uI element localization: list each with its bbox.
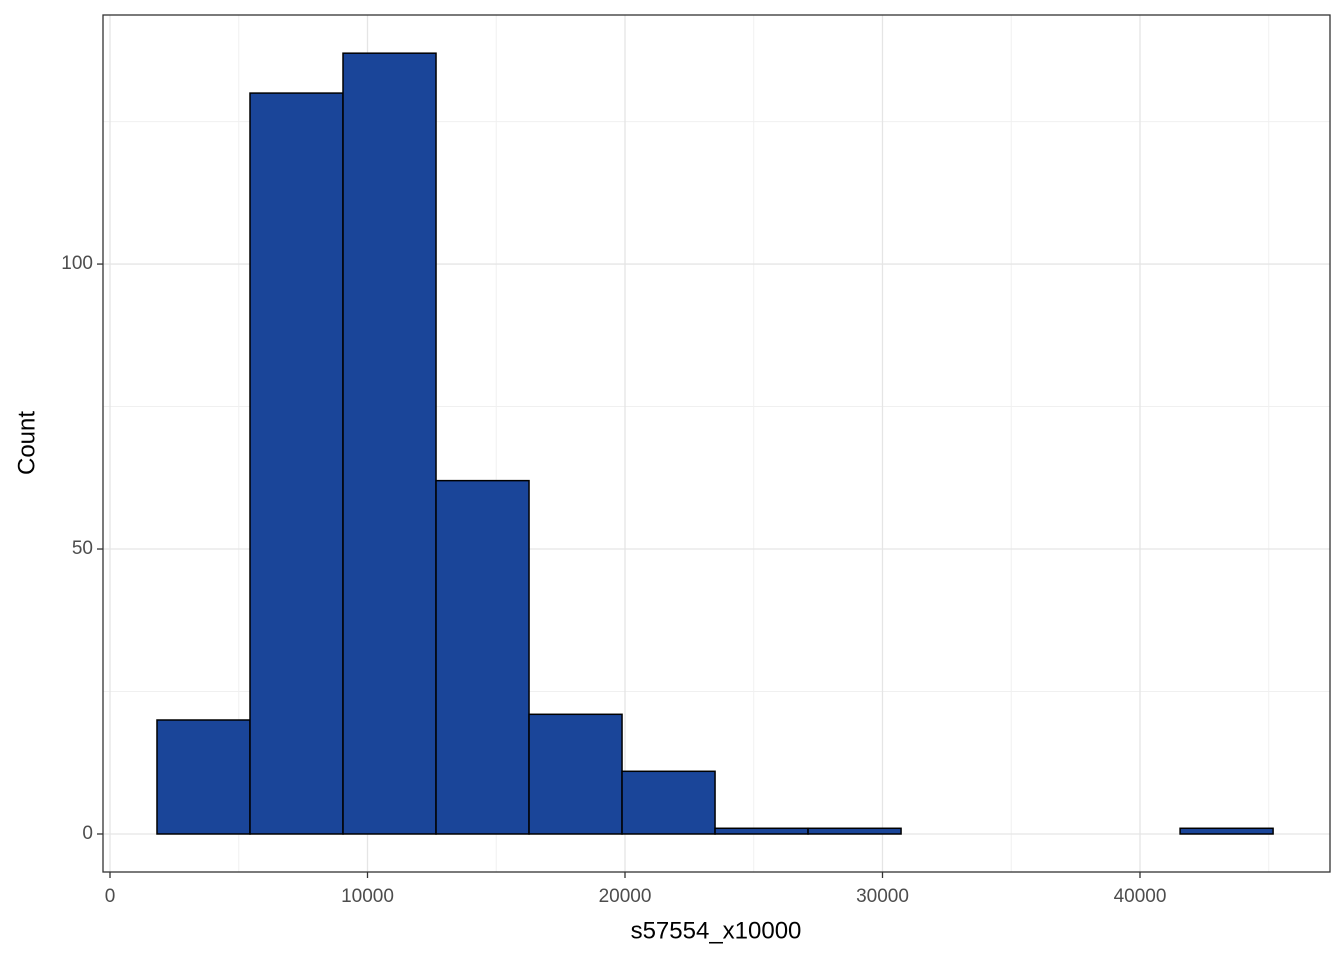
y-tick-label: 100	[61, 253, 93, 274]
x-tick-label: 0	[105, 886, 116, 907]
bar	[528, 713, 623, 835]
bar	[714, 827, 809, 835]
x-tick-label: 30000	[856, 886, 909, 907]
x-axis-title: s57554_x10000	[631, 917, 802, 944]
bar	[1179, 827, 1274, 835]
bar	[342, 52, 437, 835]
panel-border	[102, 14, 1331, 873]
bar	[621, 770, 716, 835]
y-axis-title: Count	[13, 411, 40, 475]
bar	[807, 827, 902, 835]
y-tick-label: 0	[82, 823, 93, 844]
bar	[435, 479, 530, 835]
bar	[156, 719, 251, 835]
x-tick-label: 20000	[599, 886, 652, 907]
y-tick-label: 50	[72, 538, 93, 559]
bar	[249, 92, 344, 835]
x-tick-label: 40000	[1114, 886, 1167, 907]
x-tick-label: 10000	[341, 886, 394, 907]
